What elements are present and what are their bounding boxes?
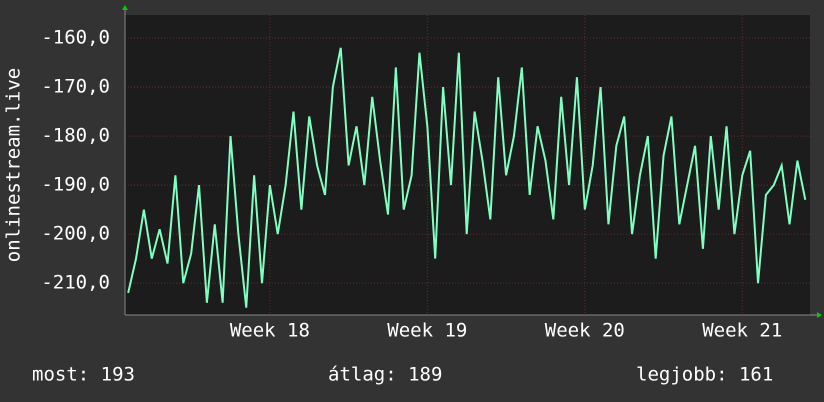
x-tick-label: Week 19 — [387, 320, 467, 342]
y-tick-label: -160,0 — [41, 27, 110, 49]
series-line — [127, 47, 807, 308]
y-tick-label: -190,0 — [41, 174, 110, 196]
x-tick-label: Week 18 — [230, 320, 310, 342]
x-tick-label: Week 20 — [545, 320, 625, 342]
x-tick-label: Week 21 — [702, 320, 782, 342]
stat-label: legjobb: 161 — [636, 364, 773, 386]
y-tick-label: -210,0 — [41, 272, 110, 294]
y-tick-label: -170,0 — [41, 76, 110, 98]
y-tick-label: -180,0 — [41, 125, 110, 147]
axis-arrow — [122, 5, 128, 10]
stat-label: átlag: 189 — [328, 364, 442, 386]
axis-arrow — [817, 312, 822, 318]
y-axis-label: onlinestream.live — [3, 68, 25, 262]
plot-area — [125, 15, 810, 315]
y-tick-label: -200,0 — [41, 223, 110, 245]
stat-label: most: 193 — [32, 364, 135, 386]
